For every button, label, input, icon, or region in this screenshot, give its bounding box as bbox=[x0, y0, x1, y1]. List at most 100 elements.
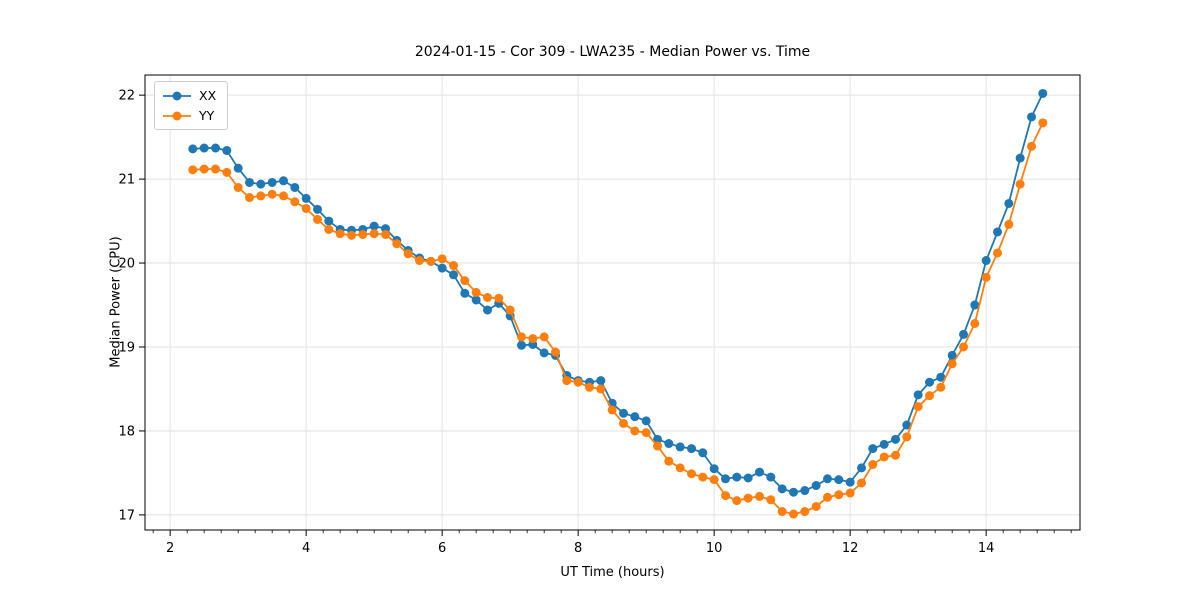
data-point-xx bbox=[517, 340, 527, 350]
data-point-xx bbox=[1004, 198, 1014, 208]
data-point-xx bbox=[267, 177, 277, 187]
data-point-yy bbox=[766, 495, 776, 505]
data-point-yy bbox=[664, 456, 674, 466]
data-point-xx bbox=[630, 412, 640, 422]
data-point-yy bbox=[301, 203, 311, 213]
data-point-yy bbox=[834, 490, 844, 500]
data-point-yy bbox=[959, 342, 969, 352]
data-point-xx bbox=[641, 416, 651, 426]
data-point-xx bbox=[313, 204, 323, 214]
y-tick-label: 19 bbox=[118, 340, 135, 355]
series-yy bbox=[188, 118, 1048, 519]
data-point-yy bbox=[993, 248, 1003, 258]
data-point-yy bbox=[947, 359, 957, 369]
data-point-yy bbox=[721, 491, 731, 501]
data-point-yy bbox=[800, 507, 810, 517]
data-point-xx bbox=[755, 467, 765, 477]
data-point-yy bbox=[290, 197, 300, 207]
data-point-xx bbox=[936, 372, 946, 382]
y-tick-label: 20 bbox=[118, 257, 135, 272]
data-point-yy bbox=[630, 426, 640, 436]
data-point-xx bbox=[879, 439, 889, 449]
data-point-xx bbox=[811, 481, 821, 491]
data-point-yy bbox=[925, 391, 935, 401]
x-tick-label: 4 bbox=[302, 541, 310, 556]
data-point-xx bbox=[222, 146, 232, 156]
data-point-yy bbox=[279, 191, 289, 201]
data-point-yy bbox=[823, 492, 833, 502]
data-point-yy bbox=[324, 224, 334, 234]
data-point-xx bbox=[959, 329, 969, 339]
data-point-xx bbox=[789, 487, 799, 497]
data-point-yy bbox=[460, 276, 470, 286]
data-point-xx bbox=[732, 472, 742, 482]
x-tick-label: 14 bbox=[978, 541, 995, 556]
x-axis-label: UT Time (hours) bbox=[560, 565, 665, 580]
data-point-xx bbox=[868, 444, 878, 454]
data-point-xx bbox=[891, 434, 901, 444]
data-point-xx bbox=[698, 448, 708, 458]
x-tick-label: 12 bbox=[842, 541, 859, 556]
data-point-xx bbox=[993, 227, 1003, 237]
data-point-xx bbox=[279, 176, 289, 186]
data-point-xx bbox=[766, 472, 776, 482]
data-point-xx bbox=[1038, 88, 1048, 98]
legend-item-xx: XX bbox=[162, 86, 216, 105]
data-point-yy bbox=[483, 292, 493, 302]
legend-marker-xx bbox=[163, 91, 191, 100]
data-point-yy bbox=[528, 334, 538, 344]
data-point-yy bbox=[936, 382, 946, 392]
data-point-yy bbox=[687, 469, 697, 479]
data-point-yy bbox=[970, 318, 980, 328]
data-point-yy bbox=[392, 239, 402, 249]
y-tick-label: 18 bbox=[118, 424, 135, 439]
data-point-yy bbox=[596, 384, 606, 394]
data-point-yy bbox=[653, 441, 663, 451]
data-point-yy bbox=[369, 229, 379, 239]
x-tick-label: 2 bbox=[166, 541, 174, 556]
data-point-yy bbox=[811, 501, 821, 511]
data-point-xx bbox=[743, 473, 753, 483]
y-axis: 17 18 19 20 21 22 bbox=[118, 89, 145, 523]
data-point-yy bbox=[891, 450, 901, 460]
data-point-xx bbox=[721, 474, 731, 484]
data-point-yy bbox=[585, 382, 595, 392]
y-tick-label: 17 bbox=[118, 508, 135, 523]
data-point-yy bbox=[539, 332, 549, 342]
data-point-xx bbox=[301, 193, 311, 203]
data-point-yy bbox=[233, 182, 243, 192]
data-point-yy bbox=[902, 432, 912, 442]
x-axis: 2 4 6 8 10 12 14 bbox=[152, 530, 1072, 556]
data-point-xx bbox=[913, 390, 923, 400]
data-point-yy bbox=[1004, 219, 1014, 229]
data-point-xx bbox=[449, 270, 459, 280]
data-point-yy bbox=[403, 249, 413, 259]
data-point-yy bbox=[551, 347, 561, 357]
data-point-xx bbox=[857, 463, 867, 473]
data-point-yy bbox=[313, 214, 323, 224]
x-tick-label: 6 bbox=[438, 541, 446, 556]
y-tick-label: 21 bbox=[118, 173, 135, 188]
data-point-xx bbox=[1015, 153, 1025, 163]
data-point-xx bbox=[653, 434, 663, 444]
data-point-xx bbox=[596, 376, 606, 386]
data-point-xx bbox=[902, 420, 912, 430]
data-point-xx bbox=[834, 475, 844, 485]
legend-label-yy: YY bbox=[199, 108, 215, 123]
data-point-xx bbox=[970, 300, 980, 310]
data-point-xx bbox=[1027, 112, 1037, 122]
data-point-yy bbox=[517, 332, 527, 342]
plot-area bbox=[145, 75, 1080, 530]
data-point-xx bbox=[233, 163, 243, 173]
data-point-xx bbox=[664, 439, 674, 449]
legend-label-xx: XX bbox=[199, 88, 217, 103]
data-point-yy bbox=[358, 230, 368, 239]
data-point-xx bbox=[460, 288, 470, 298]
y-axis-label: Median Power (CPU) bbox=[108, 236, 124, 368]
x-tick-label: 8 bbox=[574, 541, 582, 556]
legend-marker-yy bbox=[163, 111, 191, 120]
data-point-yy bbox=[188, 165, 198, 175]
data-point-yy bbox=[505, 305, 515, 315]
data-point-yy bbox=[619, 418, 629, 428]
